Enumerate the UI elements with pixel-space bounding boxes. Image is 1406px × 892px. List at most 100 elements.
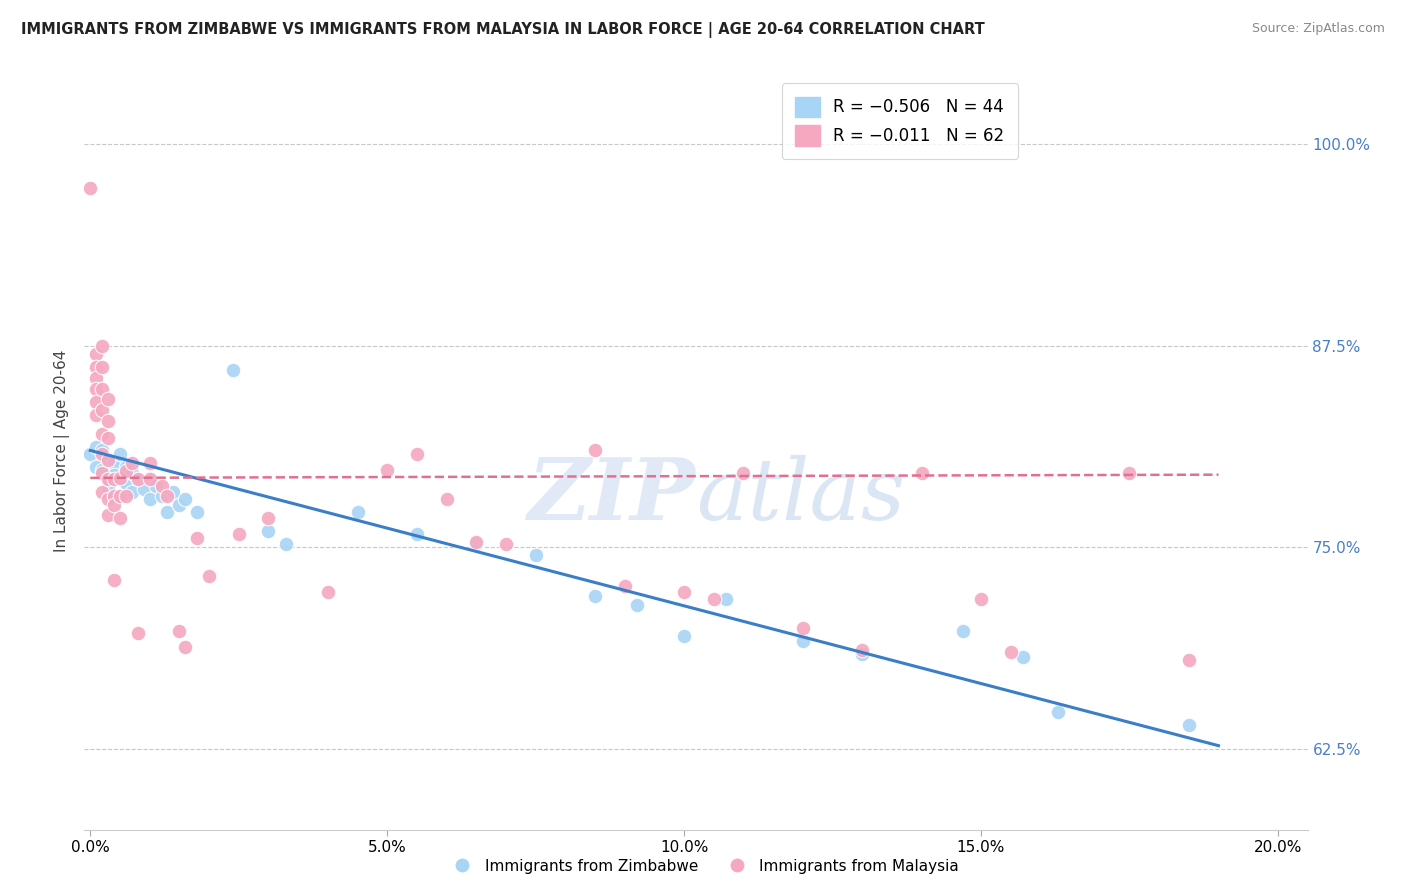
Point — [316, 585, 339, 599]
Point — [613, 579, 636, 593]
Point — [276, 537, 298, 551]
Point — [952, 624, 974, 639]
Point — [1118, 466, 1140, 480]
Point — [115, 489, 138, 503]
Point — [108, 489, 131, 503]
Point — [1000, 645, 1022, 659]
Point — [156, 505, 179, 519]
Point — [91, 443, 114, 458]
Point — [84, 459, 107, 474]
Point — [673, 585, 696, 599]
Point — [174, 640, 197, 655]
Point — [524, 549, 547, 563]
Point — [138, 473, 160, 487]
Point — [97, 479, 120, 493]
Text: atlas: atlas — [696, 455, 905, 537]
Point — [97, 453, 120, 467]
Point — [851, 643, 873, 657]
Point — [910, 466, 932, 480]
Point — [1178, 717, 1201, 731]
Point — [150, 479, 173, 493]
Point — [91, 463, 114, 477]
Point — [222, 363, 245, 377]
Point — [91, 382, 114, 396]
Point — [673, 629, 696, 643]
Text: Source: ZipAtlas.com: Source: ZipAtlas.com — [1251, 22, 1385, 36]
Point — [406, 447, 429, 461]
Point — [79, 447, 101, 461]
Point — [97, 414, 120, 428]
Point — [108, 473, 131, 487]
Point — [103, 467, 125, 482]
Point — [138, 471, 160, 485]
Point — [626, 599, 648, 613]
Point — [97, 431, 120, 445]
Point — [583, 443, 606, 458]
Point — [79, 180, 101, 194]
Text: ZIP: ZIP — [529, 454, 696, 538]
Point — [792, 621, 814, 635]
Point — [103, 573, 125, 587]
Point — [138, 456, 160, 470]
Point — [257, 511, 280, 525]
Point — [465, 535, 488, 549]
Point — [121, 456, 143, 470]
Point — [84, 346, 107, 360]
Point — [97, 491, 120, 506]
Point — [186, 505, 208, 519]
Point — [257, 524, 280, 538]
Point — [198, 569, 221, 583]
Legend: R = −0.506   N = 44, R = −0.011   N = 62: R = −0.506 N = 44, R = −0.011 N = 62 — [782, 84, 1018, 159]
Point — [97, 473, 120, 487]
Point — [375, 463, 398, 477]
Point — [970, 591, 993, 606]
Point — [162, 485, 184, 500]
Point — [145, 479, 167, 493]
Point — [127, 473, 149, 487]
Point — [228, 527, 250, 541]
Point — [84, 408, 107, 422]
Point — [495, 537, 517, 551]
Point — [84, 382, 107, 396]
Point — [127, 625, 149, 640]
Point — [406, 527, 429, 541]
Point — [84, 395, 107, 409]
Point — [132, 482, 155, 496]
Point — [108, 511, 131, 525]
Point — [91, 466, 114, 480]
Point — [108, 471, 131, 485]
Point — [84, 359, 107, 374]
Point — [103, 489, 125, 503]
Point — [465, 537, 488, 551]
Point — [91, 447, 114, 461]
Point — [733, 466, 755, 480]
Point — [1047, 705, 1070, 719]
Point — [91, 338, 114, 352]
Point — [84, 371, 107, 385]
Point — [97, 467, 120, 482]
Text: IMMIGRANTS FROM ZIMBABWE VS IMMIGRANTS FROM MALAYSIA IN LABOR FORCE | AGE 20-64 : IMMIGRANTS FROM ZIMBABWE VS IMMIGRANTS F… — [21, 22, 984, 38]
Point — [1178, 653, 1201, 667]
Point — [169, 624, 191, 639]
Point — [174, 491, 197, 506]
Point — [91, 427, 114, 442]
Point — [115, 459, 138, 474]
Point — [156, 489, 179, 503]
Point — [138, 491, 160, 506]
Point — [115, 475, 138, 490]
Point — [91, 403, 114, 417]
Point — [186, 531, 208, 545]
Point — [91, 359, 114, 374]
Point — [851, 647, 873, 661]
Point — [103, 473, 125, 487]
Point — [115, 465, 138, 479]
Point — [346, 505, 368, 519]
Point — [150, 489, 173, 503]
Point — [91, 485, 114, 500]
Point — [121, 485, 143, 500]
Point — [121, 466, 143, 480]
Point — [108, 447, 131, 461]
Legend: Immigrants from Zimbabwe, Immigrants from Malaysia: Immigrants from Zimbabwe, Immigrants fro… — [440, 853, 966, 880]
Point — [169, 498, 191, 512]
Y-axis label: In Labor Force | Age 20-64: In Labor Force | Age 20-64 — [55, 350, 70, 551]
